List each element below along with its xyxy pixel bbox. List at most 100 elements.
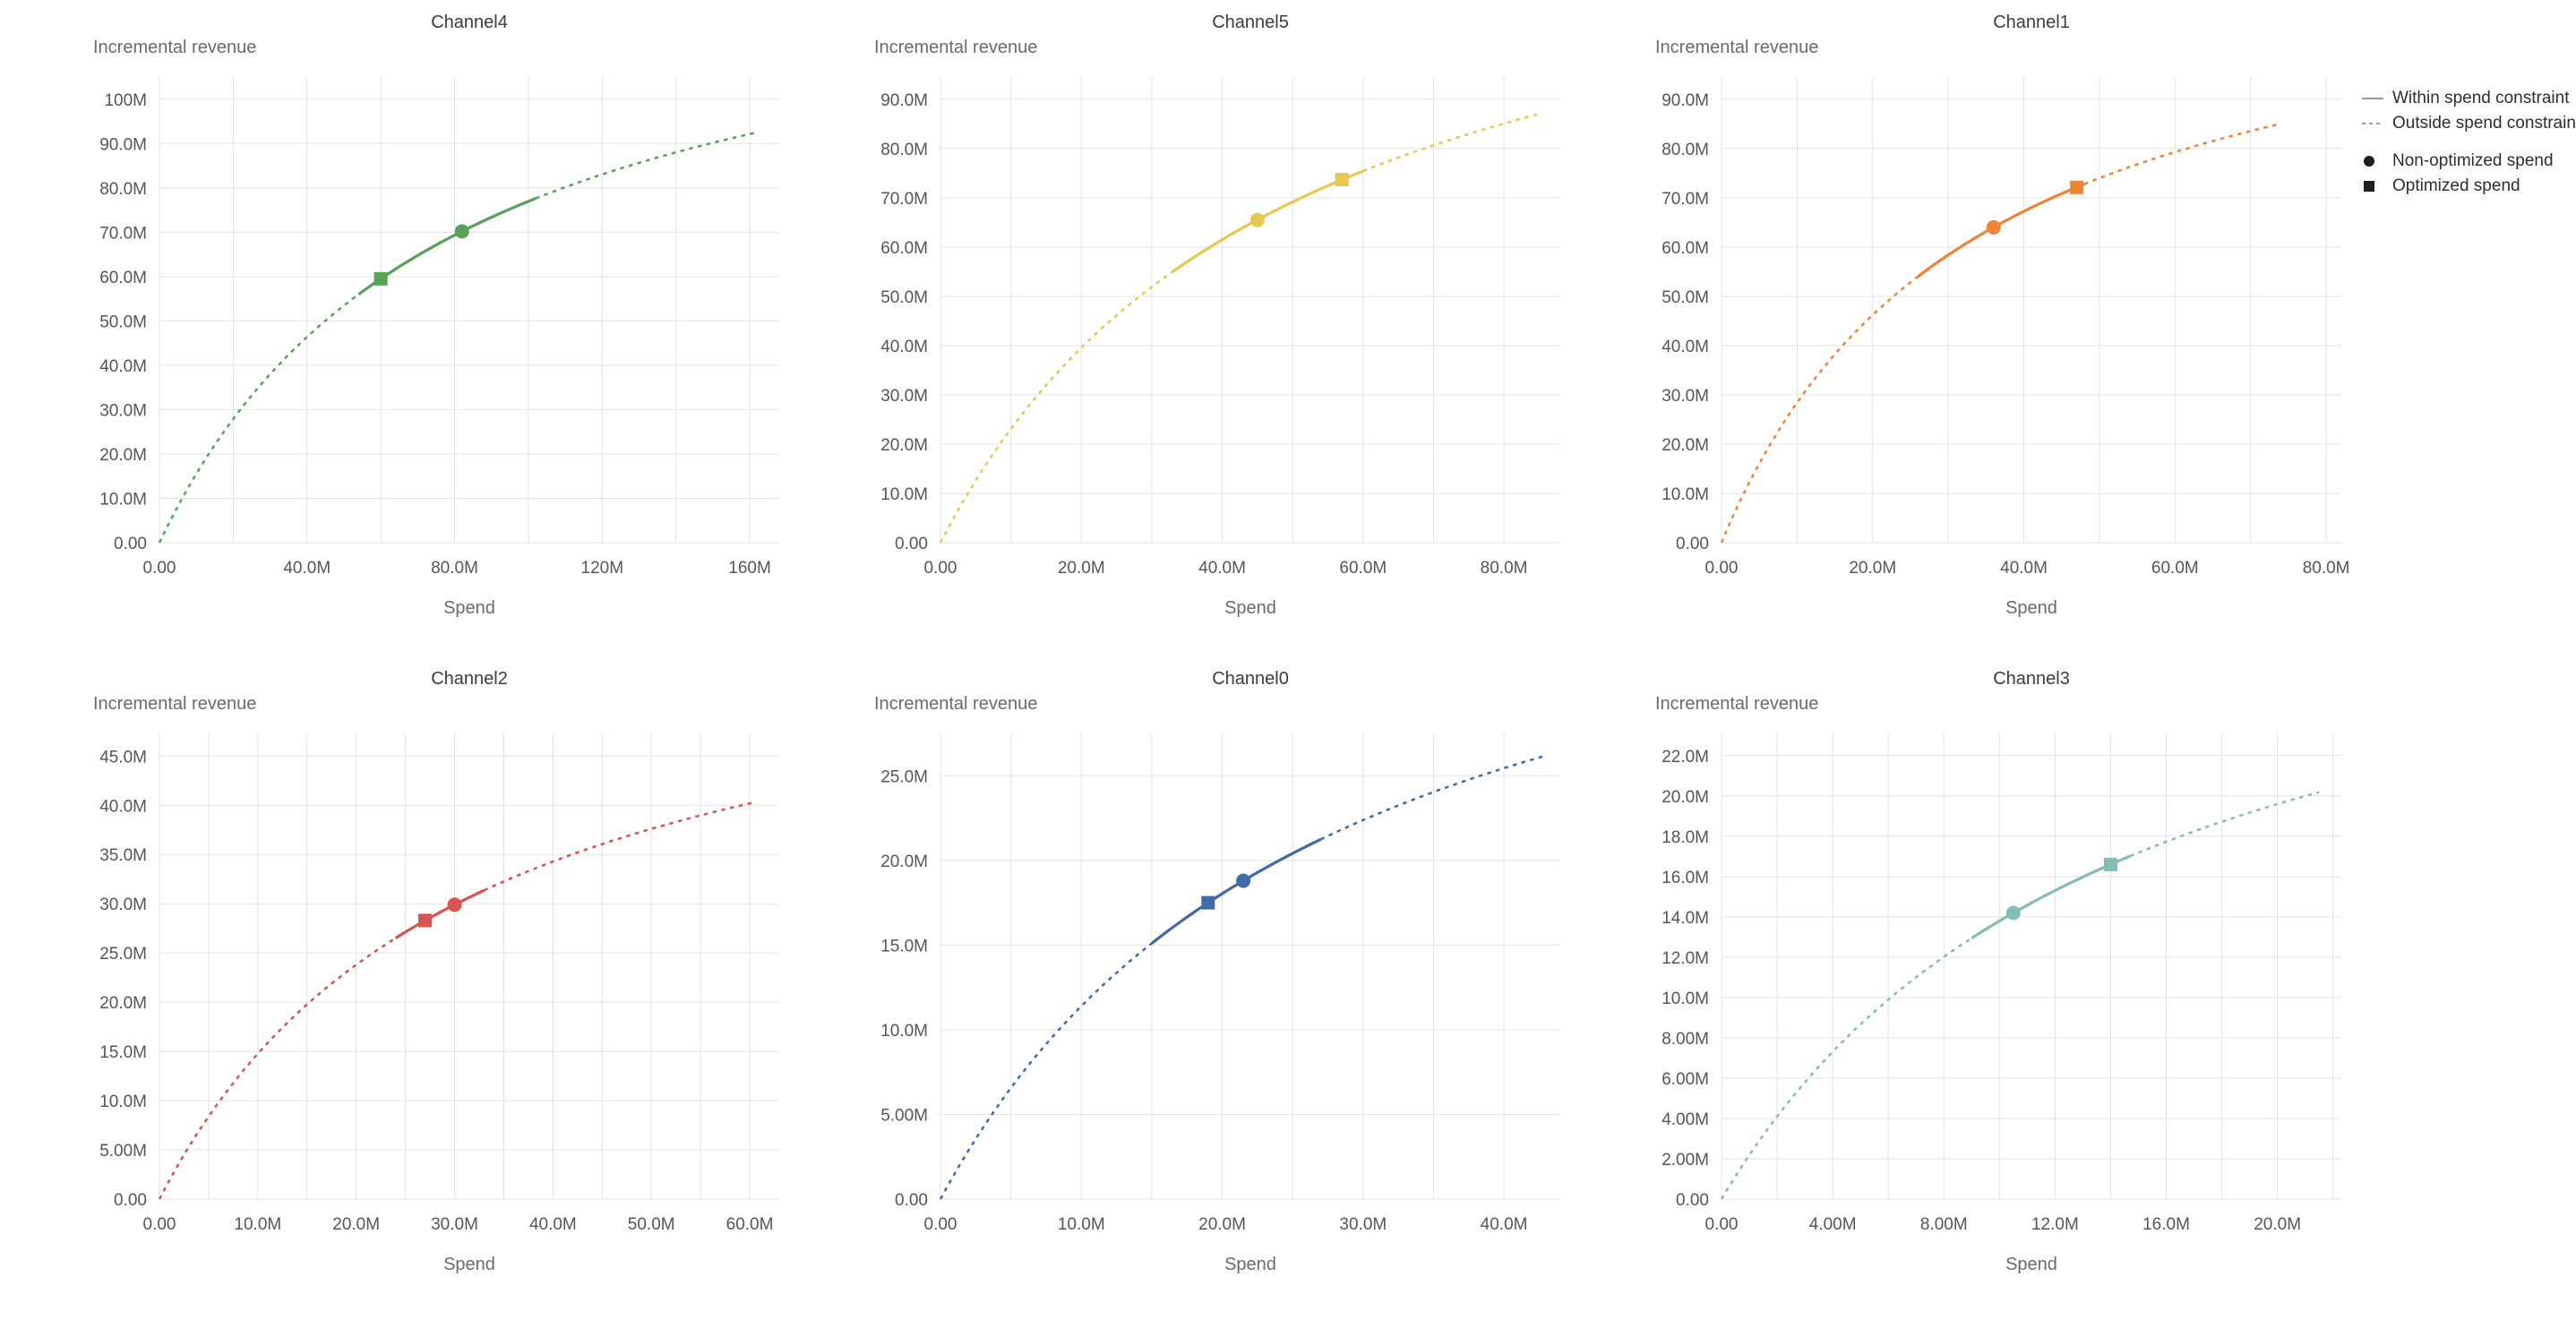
optimized-spend-marker	[2103, 857, 2117, 871]
y-tick-label: 50.0M	[880, 288, 928, 307]
legend-item-outside-constraint: Outside spend constraint	[2361, 111, 2576, 136]
x-axis-title: Spend	[2005, 1255, 2057, 1274]
non-optimized-spend-marker	[2005, 905, 2021, 921]
legend: Within spend constraint Outside spend co…	[2361, 86, 2576, 199]
response-curve-plot: 0.00 10.0M 20.0M 30.0M 40.0M 50.0M 60.0M 0.00 5.…	[99, 733, 779, 1234]
y-tick-label: 20.0M	[1662, 788, 1709, 807]
y-tick-label: 40.0M	[1662, 338, 1709, 356]
y-tick-label: 4.00M	[1662, 1110, 1709, 1129]
y-tick-label: 5.00M	[99, 1142, 147, 1161]
legend-item-optimized-spend: Optimized spend	[2361, 174, 2576, 199]
y-tick-label: 15.0M	[99, 1043, 147, 1062]
x-tick-label: 80.0M	[2303, 559, 2350, 578]
y-axis-title: Incremental revenue	[93, 38, 257, 57]
chart-panel-channel5: Channel5 Incremental revenue 0.00 20.0M 40…	[806, 5, 1587, 662]
response-curve-plot: 0.00 4.00M 8.00M 12.0M 16.0M 20.0M 0.00 2.00M 4.…	[1662, 733, 2341, 1234]
legend-label: Non-optimized spend	[2392, 151, 2554, 170]
curve-outside-constraint	[2129, 791, 2320, 858]
y-tick-label: 18.0M	[1662, 828, 1709, 847]
y-tick-label: 60.0M	[880, 239, 928, 258]
y-tick-label: 70.0M	[1662, 190, 1709, 209]
y-tick-label: 80.0M	[1662, 141, 1709, 159]
non-optimized-spend-marker	[1986, 219, 2001, 235]
chart-title: Channel0	[1212, 669, 1289, 689]
curve-outside-constraint	[1362, 112, 1540, 173]
y-tick-label: 40.0M	[99, 357, 147, 376]
y-tick-label: 20.0M	[1662, 436, 1709, 455]
y-tick-label: 90.0M	[880, 91, 928, 110]
response-curve-plot: 0.00 20.0M 40.0M 60.0M 80.0M 0.00 10.0M 20.0M 30…	[880, 77, 1560, 578]
y-tick-label: 0.00	[1676, 1191, 1709, 1210]
curve-within-constraint	[1172, 169, 1364, 273]
chart-title: Channel1	[1993, 13, 2070, 32]
y-tick-label: 70.0M	[99, 224, 147, 243]
y-tick-label: 90.0M	[99, 135, 147, 154]
y-tick-label: 25.0M	[880, 767, 928, 786]
y-tick-label: 10.0M	[1662, 990, 1709, 1008]
x-axis-title: Spend	[2005, 598, 2057, 618]
legend-item-non-optimized-spend: Non-optimized spend	[2361, 149, 2576, 174]
x-tick-label: 160M	[728, 559, 771, 578]
optimized-spend-marker	[418, 913, 433, 928]
x-tick-label: 80.0M	[1481, 559, 1528, 578]
y-tick-label: 20.0M	[99, 994, 147, 1013]
x-tick-label: 60.0M	[1339, 559, 1387, 578]
y-tick-label: 5.00M	[880, 1106, 928, 1125]
y-tick-label: 6.00M	[1662, 1070, 1709, 1089]
x-tick-label: 20.0M	[1058, 559, 1105, 578]
x-tick-label: 30.0M	[431, 1215, 478, 1234]
y-tick-label: 80.0M	[880, 141, 928, 159]
y-axis-title: Incremental revenue	[1655, 38, 1819, 57]
y-tick-label: 15.0M	[880, 937, 928, 956]
y-tick-label: 70.0M	[880, 190, 928, 209]
y-tick-label: 25.0M	[99, 945, 147, 964]
legend-item-within-constraint: Within spend constraint	[2361, 86, 2576, 111]
x-tick-label: 50.0M	[628, 1215, 675, 1234]
y-tick-label: 8.00M	[1662, 1030, 1709, 1049]
y-axis-title: Incremental revenue	[1655, 694, 1819, 714]
x-tick-label: 12.0M	[2031, 1215, 2079, 1234]
chart-panel-channel1: Channel1 Incremental revenue 0.00 20.0M 40…	[1587, 5, 2368, 662]
x-tick-label: 0.00	[924, 1215, 957, 1234]
y-tick-label: 14.0M	[1662, 909, 1709, 928]
chart-title: Channel5	[1212, 13, 1289, 32]
curve-within-constraint	[1150, 837, 1322, 945]
chart-panel-channel3: Channel3 Incremental revenue 0.00 4.00M 8.…	[1587, 662, 2368, 1318]
curve-outside-constraint	[939, 270, 1174, 544]
curve-within-constraint	[394, 888, 485, 939]
y-tick-label: 80.0M	[99, 180, 147, 199]
y-tick-label: 0.00	[114, 535, 147, 553]
x-tick-label: 0.00	[1705, 1215, 1739, 1234]
y-tick-label: 30.0M	[1662, 387, 1709, 406]
y-tick-label: 100M	[104, 91, 147, 110]
y-tick-label: 60.0M	[99, 269, 147, 287]
dashed-line-icon	[2362, 123, 2383, 124]
curve-outside-constraint	[939, 942, 1153, 1200]
x-tick-label: 20.0M	[1198, 1215, 1246, 1234]
x-tick-label: 40.0M	[2000, 559, 2048, 578]
y-axis-title: Incremental revenue	[874, 38, 1038, 57]
x-tick-label: 60.0M	[726, 1215, 774, 1234]
x-tick-label: 40.0M	[1198, 559, 1246, 578]
non-optimized-spend-marker	[1236, 873, 1251, 888]
y-tick-label: 10.0M	[99, 490, 147, 509]
curve-within-constraint	[1917, 183, 2085, 279]
response-curve-plot: 0.00 40.0M 80.0M 120M 160M 0.00 10.0M 20.0M 30.0…	[99, 77, 779, 578]
y-tick-label: 90.0M	[1662, 91, 1709, 110]
curve-outside-constraint	[2083, 122, 2281, 185]
x-tick-label: 0.00	[1705, 559, 1739, 578]
y-tick-label: 16.0M	[1662, 869, 1709, 887]
non-optimized-spend-marker	[454, 224, 469, 239]
x-tick-label: 20.0M	[2254, 1215, 2301, 1234]
chart-panel-channel4: Channel4 Incremental revenue 0.00 40.0M 80…	[25, 5, 806, 662]
y-tick-label: 12.0M	[1662, 949, 1709, 968]
legend-label: Optimized spend	[2392, 176, 2520, 195]
y-axis-title: Incremental revenue	[874, 694, 1038, 714]
y-tick-label: 10.0M	[99, 1093, 147, 1111]
non-optimized-spend-marker	[447, 897, 462, 913]
x-axis-title: Spend	[1224, 598, 1276, 618]
y-tick-label: 30.0M	[880, 387, 928, 406]
x-tick-label: 0.00	[143, 1215, 176, 1234]
y-tick-label: 20.0M	[99, 446, 147, 465]
y-tick-label: 2.00M	[1662, 1151, 1709, 1170]
